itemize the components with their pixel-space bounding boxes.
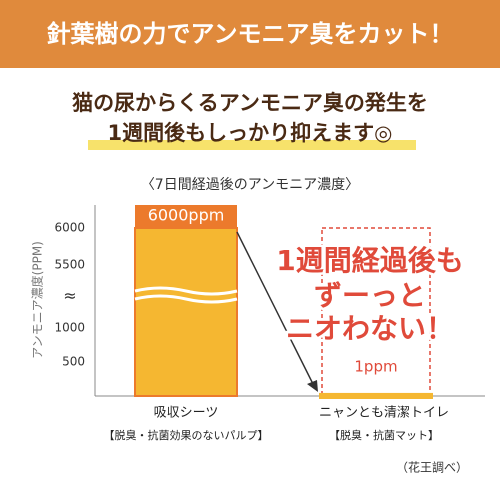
callout: ニオわない！ xyxy=(286,312,454,345)
y-axis-label: アンモニア濃度(PPM) xyxy=(30,241,45,359)
y-tick-label: 1000 xyxy=(54,321,85,335)
x-tick-label: ニャンとも清潔トイレ xyxy=(319,406,449,421)
callout: 1週間経過後も xyxy=(276,244,463,277)
y-tick-label: 6000 xyxy=(54,221,85,235)
y-tick-label: 5500 xyxy=(54,258,85,272)
chart-title: 〈7日間経過後のアンモニア濃度〉 xyxy=(141,177,359,193)
axis-break: ≈ xyxy=(63,286,76,305)
callout: ずーっと xyxy=(314,279,426,312)
x-tick-label: 吸収シーツ xyxy=(154,406,219,421)
headline: 1週間後もしっかり抑えます◎ xyxy=(108,121,393,145)
headline: 猫の尿からくるアンモニア臭の発生を xyxy=(72,91,428,115)
value-label: 6000ppm xyxy=(148,206,225,225)
y-tick-label: 500 xyxy=(62,355,85,369)
category-note: 【脱臭・抗菌効果のないパルプ】 xyxy=(104,428,269,442)
footnote: （花王調べ） xyxy=(396,460,468,475)
bar xyxy=(135,228,237,396)
banner-text: 針葉樹の力でアンモニア臭をカット！ xyxy=(46,20,453,48)
value-label: 1ppm xyxy=(354,358,397,376)
category-note: 【脱臭・抗菌マット】 xyxy=(329,428,439,442)
